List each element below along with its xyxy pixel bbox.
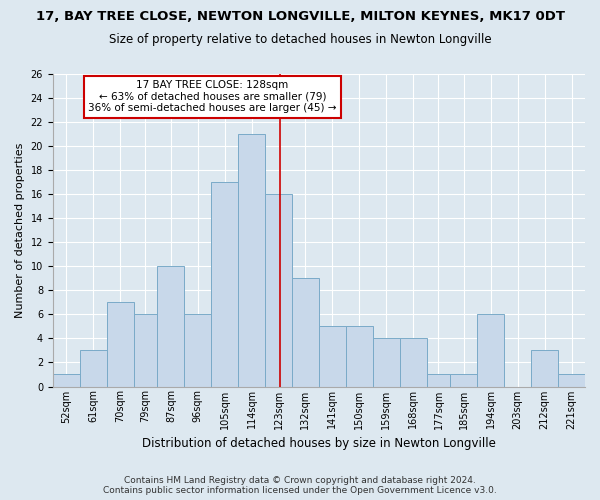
Bar <box>373 338 400 386</box>
Bar <box>292 278 319 386</box>
Bar <box>531 350 558 386</box>
Bar <box>451 374 478 386</box>
Bar <box>558 374 585 386</box>
Bar <box>346 326 373 386</box>
Bar <box>184 314 211 386</box>
Bar <box>157 266 184 386</box>
Bar <box>427 374 451 386</box>
Bar <box>107 302 134 386</box>
Bar <box>53 374 80 386</box>
Y-axis label: Number of detached properties: Number of detached properties <box>15 142 25 318</box>
Text: 17, BAY TREE CLOSE, NEWTON LONGVILLE, MILTON KEYNES, MK17 0DT: 17, BAY TREE CLOSE, NEWTON LONGVILLE, MI… <box>35 10 565 23</box>
Text: 17 BAY TREE CLOSE: 128sqm
← 63% of detached houses are smaller (79)
36% of semi-: 17 BAY TREE CLOSE: 128sqm ← 63% of detac… <box>88 80 337 114</box>
Text: Size of property relative to detached houses in Newton Longville: Size of property relative to detached ho… <box>109 32 491 46</box>
Bar <box>400 338 427 386</box>
X-axis label: Distribution of detached houses by size in Newton Longville: Distribution of detached houses by size … <box>142 437 496 450</box>
Bar <box>211 182 238 386</box>
Text: Contains HM Land Registry data © Crown copyright and database right 2024.
Contai: Contains HM Land Registry data © Crown c… <box>103 476 497 495</box>
Bar <box>80 350 107 386</box>
Bar <box>265 194 292 386</box>
Bar <box>134 314 157 386</box>
Bar <box>478 314 504 386</box>
Bar <box>319 326 346 386</box>
Bar <box>238 134 265 386</box>
